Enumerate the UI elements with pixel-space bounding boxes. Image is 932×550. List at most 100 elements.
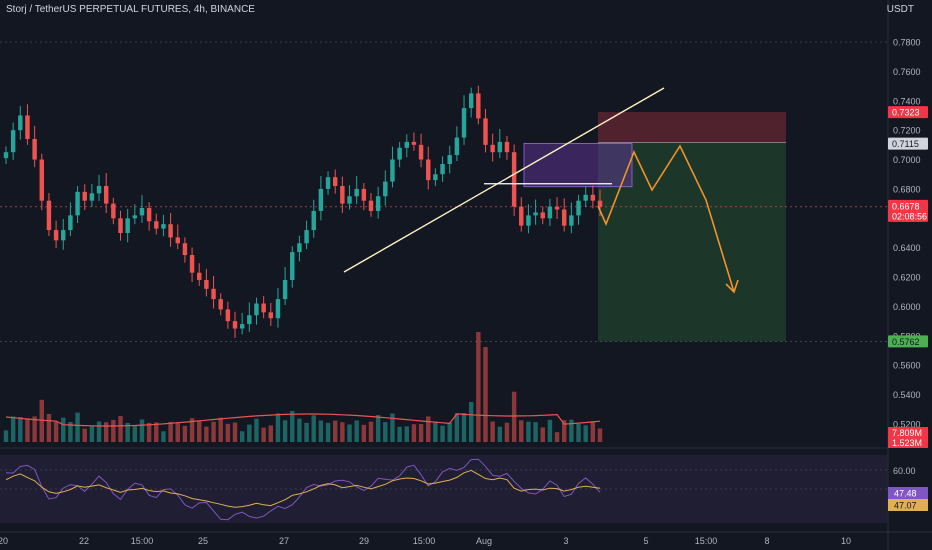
volume-bar [254, 418, 259, 442]
volume-bar [461, 413, 467, 442]
price-tick-label: 0.7800 [893, 38, 921, 48]
candle-body [361, 188, 367, 201]
candle-body [168, 224, 173, 238]
price-tick-label: 0.5400 [893, 390, 921, 400]
volume-bar [468, 402, 474, 442]
volume-bar [490, 421, 495, 442]
volume-bar [232, 422, 238, 442]
candle-body [118, 218, 123, 233]
candle-body [347, 196, 352, 204]
volume-bar [332, 420, 338, 442]
candle-body [268, 312, 274, 319]
candle-body [261, 303, 266, 313]
candle-body [39, 159, 45, 201]
rsi-ma-text: 47.07 [894, 501, 917, 511]
volume-bar [182, 425, 188, 442]
volume-bar [375, 415, 381, 442]
volume-bar [268, 425, 274, 442]
candle-body [18, 115, 23, 131]
time-tick-label: 25 [198, 536, 208, 546]
candle-body [111, 203, 116, 219]
candle-body [375, 196, 381, 211]
candle-body [232, 321, 238, 329]
volume-bar [53, 421, 59, 442]
volume-bar [82, 428, 87, 442]
volume-bar [275, 413, 281, 442]
volume-bar [96, 421, 102, 442]
volume-bar [32, 416, 37, 442]
price-tick-label: 0.6800 [893, 184, 921, 194]
price-badge-target [888, 335, 928, 348]
candle-body [175, 237, 180, 244]
volume-bar [103, 422, 109, 442]
time-tick-label: Aug [476, 536, 492, 546]
candle-body [61, 230, 66, 241]
price-tick-label: 0.6400 [893, 243, 921, 253]
candle-body [497, 141, 503, 153]
price-tick-label: 0.7400 [893, 96, 921, 106]
candle-body [583, 194, 588, 201]
volume-bar [89, 425, 95, 442]
time-tick-label: 3 [563, 536, 568, 546]
candle-body [25, 115, 30, 139]
candle-body [132, 215, 138, 219]
price-badge-last [888, 199, 928, 212]
projection-arrowhead [725, 279, 739, 294]
price-tick-label: 0.5200 [893, 420, 921, 430]
candle-body [461, 108, 467, 138]
volume-bar [383, 422, 388, 442]
candle-body [290, 252, 295, 281]
trend-line [343, 87, 665, 273]
candle-body [239, 324, 245, 329]
candle-body [397, 147, 402, 160]
candle-body [189, 255, 195, 273]
candle-body [161, 224, 166, 229]
volume-bar [533, 422, 538, 442]
volume-bar [368, 421, 374, 442]
volume-bar [583, 425, 588, 442]
candle-body [10, 130, 16, 153]
time-tick-label: 22 [79, 536, 89, 546]
candle-body [318, 188, 324, 211]
volume-bar [218, 417, 223, 442]
volume-bar [39, 399, 45, 442]
volume-bar [547, 419, 553, 442]
volume-bar [75, 412, 80, 442]
volume-bar [225, 423, 231, 442]
candle-body [311, 210, 316, 231]
volume-bar [261, 427, 266, 442]
rsi-line [5, 458, 601, 521]
price-tick-label: 0.6000 [893, 302, 921, 312]
volume-bar [282, 420, 288, 442]
volume-bar [540, 427, 545, 442]
volume-bar [347, 424, 352, 442]
candle-body [154, 221, 159, 229]
price-tick-label: 0.5600 [893, 361, 921, 371]
volume-bar [161, 431, 166, 442]
price-badge-entry [888, 137, 928, 150]
volume-bar [454, 413, 460, 442]
candle-body [511, 152, 517, 207]
price-badge-text-countdown: 02:08:56 [892, 211, 927, 221]
volume-bar [118, 416, 123, 442]
candle-body [218, 299, 223, 310]
volume-bar [10, 416, 16, 442]
volume-bar [25, 418, 30, 442]
rsi-ma-badge [888, 499, 928, 511]
candle-body [490, 144, 495, 153]
candle-body [404, 141, 409, 148]
volume-bar [390, 413, 395, 442]
volume-bar [247, 424, 252, 442]
candle-body [547, 206, 553, 219]
volume-bar [426, 416, 431, 442]
range-box [523, 142, 633, 188]
volume-bar [325, 422, 331, 442]
candle-body [68, 215, 73, 231]
candle-body [383, 181, 388, 197]
price-badge-countdown [888, 209, 928, 222]
candle-body [483, 118, 488, 145]
candle-body [418, 144, 424, 160]
candle-body [554, 206, 560, 210]
symbol-title: Storj / TetherUS PERPETUAL FUTURES, 4h, … [6, 4, 255, 15]
